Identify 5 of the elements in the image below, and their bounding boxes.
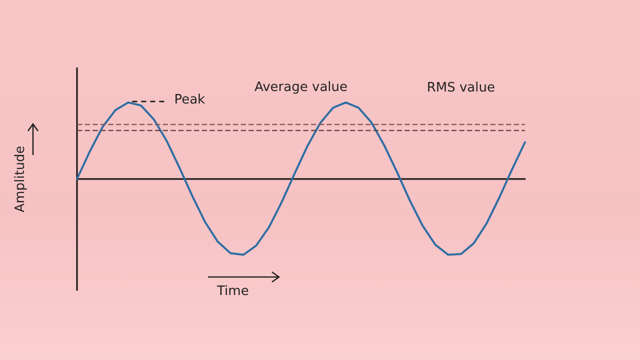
y-axis-title: Amplitude	[13, 146, 28, 212]
ref-line-label: RMS value	[426, 80, 495, 96]
x-axis-title: Time	[216, 284, 249, 299]
annotation: Peak	[174, 92, 206, 108]
ref-line-label: Average value	[254, 80, 348, 96]
